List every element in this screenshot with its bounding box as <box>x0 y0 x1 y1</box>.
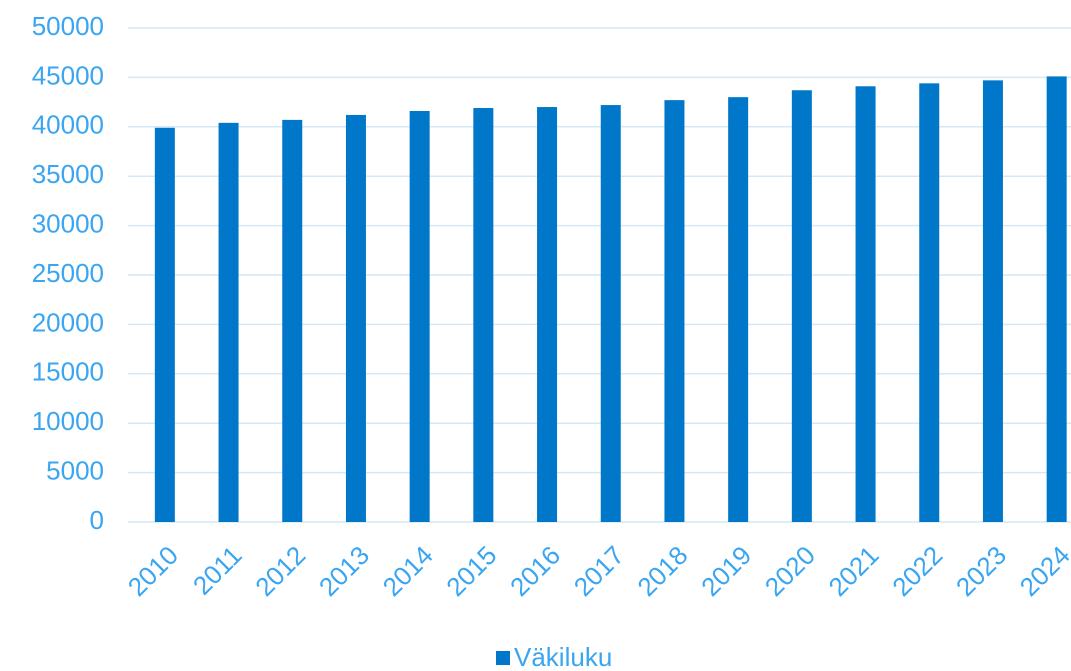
x-tick-label: 2012 <box>249 540 311 602</box>
bar <box>664 100 685 523</box>
y-tick-label: 25000 <box>32 258 104 288</box>
y-tick-label: 30000 <box>32 208 104 238</box>
bar <box>982 80 1003 522</box>
x-tick-label: 2013 <box>313 540 375 602</box>
y-tick-label: 40000 <box>32 110 104 140</box>
y-tick-label: 15000 <box>32 357 104 387</box>
x-tick-label: 2015 <box>440 540 502 602</box>
bar <box>919 83 940 522</box>
x-tick-label: 2022 <box>886 540 948 602</box>
y-tick-label: 0 <box>90 505 104 535</box>
bar <box>537 107 558 522</box>
x-tick-label: 2018 <box>631 540 693 602</box>
bar <box>728 97 749 522</box>
legend-swatch <box>496 651 510 665</box>
y-tick-label: 5000 <box>46 455 104 485</box>
bar <box>791 90 812 522</box>
x-tick-label: 2017 <box>568 540 630 602</box>
bar <box>345 114 366 522</box>
y-tick-label: 20000 <box>32 307 104 337</box>
legend-label: Väkiluku <box>514 642 612 671</box>
bar <box>600 105 621 523</box>
bar <box>154 127 175 523</box>
x-tick-label: 2019 <box>695 540 757 602</box>
x-tick-label: 2014 <box>377 540 439 602</box>
bar <box>855 86 876 523</box>
y-tick-label: 10000 <box>32 406 104 436</box>
y-tick-label: 50000 <box>32 11 104 41</box>
bar <box>218 122 239 523</box>
bar <box>282 119 303 522</box>
x-tick-label: 2020 <box>759 540 821 602</box>
x-tick-label: 2023 <box>950 540 1012 602</box>
y-tick-label: 35000 <box>32 159 104 189</box>
x-tick-label: 2021 <box>823 540 885 602</box>
x-tick-label: 2016 <box>504 540 566 602</box>
x-tick-label: 2024 <box>1014 540 1071 602</box>
bar <box>1046 76 1067 523</box>
bar <box>473 108 494 522</box>
x-tick-label: 2011 <box>187 540 248 601</box>
bar <box>409 110 430 522</box>
y-tick-label: 45000 <box>32 60 104 90</box>
x-tick-label: 2010 <box>122 540 184 602</box>
